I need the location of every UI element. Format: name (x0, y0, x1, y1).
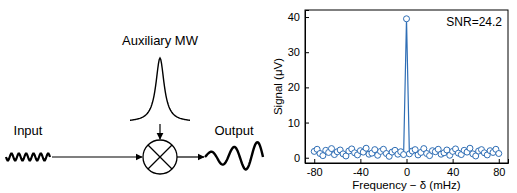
figure: Input Auxiliary MW Output -80 -40 0 40 80 0 10 20 3… (0, 0, 517, 193)
plot-frame (305, 10, 508, 163)
data-point (404, 16, 410, 22)
y-tick: 0 (294, 152, 309, 164)
x-tick-mark (407, 159, 408, 163)
x-axis: -80 -40 0 40 80 (306, 159, 509, 178)
x-tick-mark (453, 159, 454, 163)
mixer-cross (148, 145, 172, 169)
x-tick-mark (314, 159, 315, 163)
data-point (467, 145, 473, 151)
x-tick-label: 40 (447, 166, 459, 178)
annotation: SNR=24.2 (446, 15, 502, 29)
x-tick-label: 80 (493, 166, 505, 178)
input-wave (6, 154, 50, 161)
output-label: Output (214, 123, 253, 138)
plot-area (311, 16, 502, 160)
data-point (372, 147, 378, 153)
y-tick-mark (305, 158, 309, 159)
x-tick: 40 (447, 159, 459, 178)
y-tick-mark (305, 87, 309, 88)
x-tick-mark (360, 159, 361, 163)
data-point (496, 151, 502, 157)
x-axis-line (306, 159, 509, 164)
y-tick: 30 (288, 46, 309, 58)
output-arrow (177, 156, 204, 157)
y-tick: 10 (288, 117, 309, 129)
y-tick-mark (305, 123, 309, 124)
output-wave (205, 142, 263, 169)
y-tick-mark (305, 17, 309, 18)
y-axis-title: Signal (μV) (272, 58, 284, 115)
x-tick: 80 (493, 159, 505, 178)
x-tick: -80 (307, 159, 323, 178)
x-axis-title: Frequency − δ (mHz) (352, 179, 460, 191)
y-tick-label: 0 (294, 152, 300, 164)
y-tick-label: 40 (288, 11, 300, 23)
x-tick-label: -40 (353, 166, 369, 178)
y-tick-label: 10 (288, 117, 300, 129)
y-axis-line (306, 11, 310, 164)
auxiliary-peak (130, 58, 190, 120)
x-tick-label: -80 (307, 166, 323, 178)
auxiliary-arrow (159, 124, 160, 139)
y-tick-label: 20 (288, 81, 300, 93)
data-point (363, 145, 369, 151)
input-arrow (52, 156, 142, 157)
y-tick-mark (305, 52, 309, 53)
x-tick: 0 (404, 159, 410, 178)
mixer (143, 140, 177, 174)
x-tick: -40 (353, 159, 369, 178)
y-axis: 0 10 20 30 40 (288, 11, 309, 164)
auxiliary-label: Auxiliary MW (122, 33, 199, 48)
series-line (314, 19, 499, 157)
data-point (329, 146, 335, 152)
y-tick: 40 (288, 11, 309, 23)
y-tick-label: 30 (288, 46, 300, 58)
input-label: Input (14, 123, 43, 138)
data-point (401, 152, 407, 158)
y-tick: 20 (288, 81, 309, 93)
x-tick-mark (499, 159, 500, 163)
x-tick-label: 0 (404, 166, 410, 178)
diagram: Input Auxiliary MW Output (6, 33, 263, 174)
